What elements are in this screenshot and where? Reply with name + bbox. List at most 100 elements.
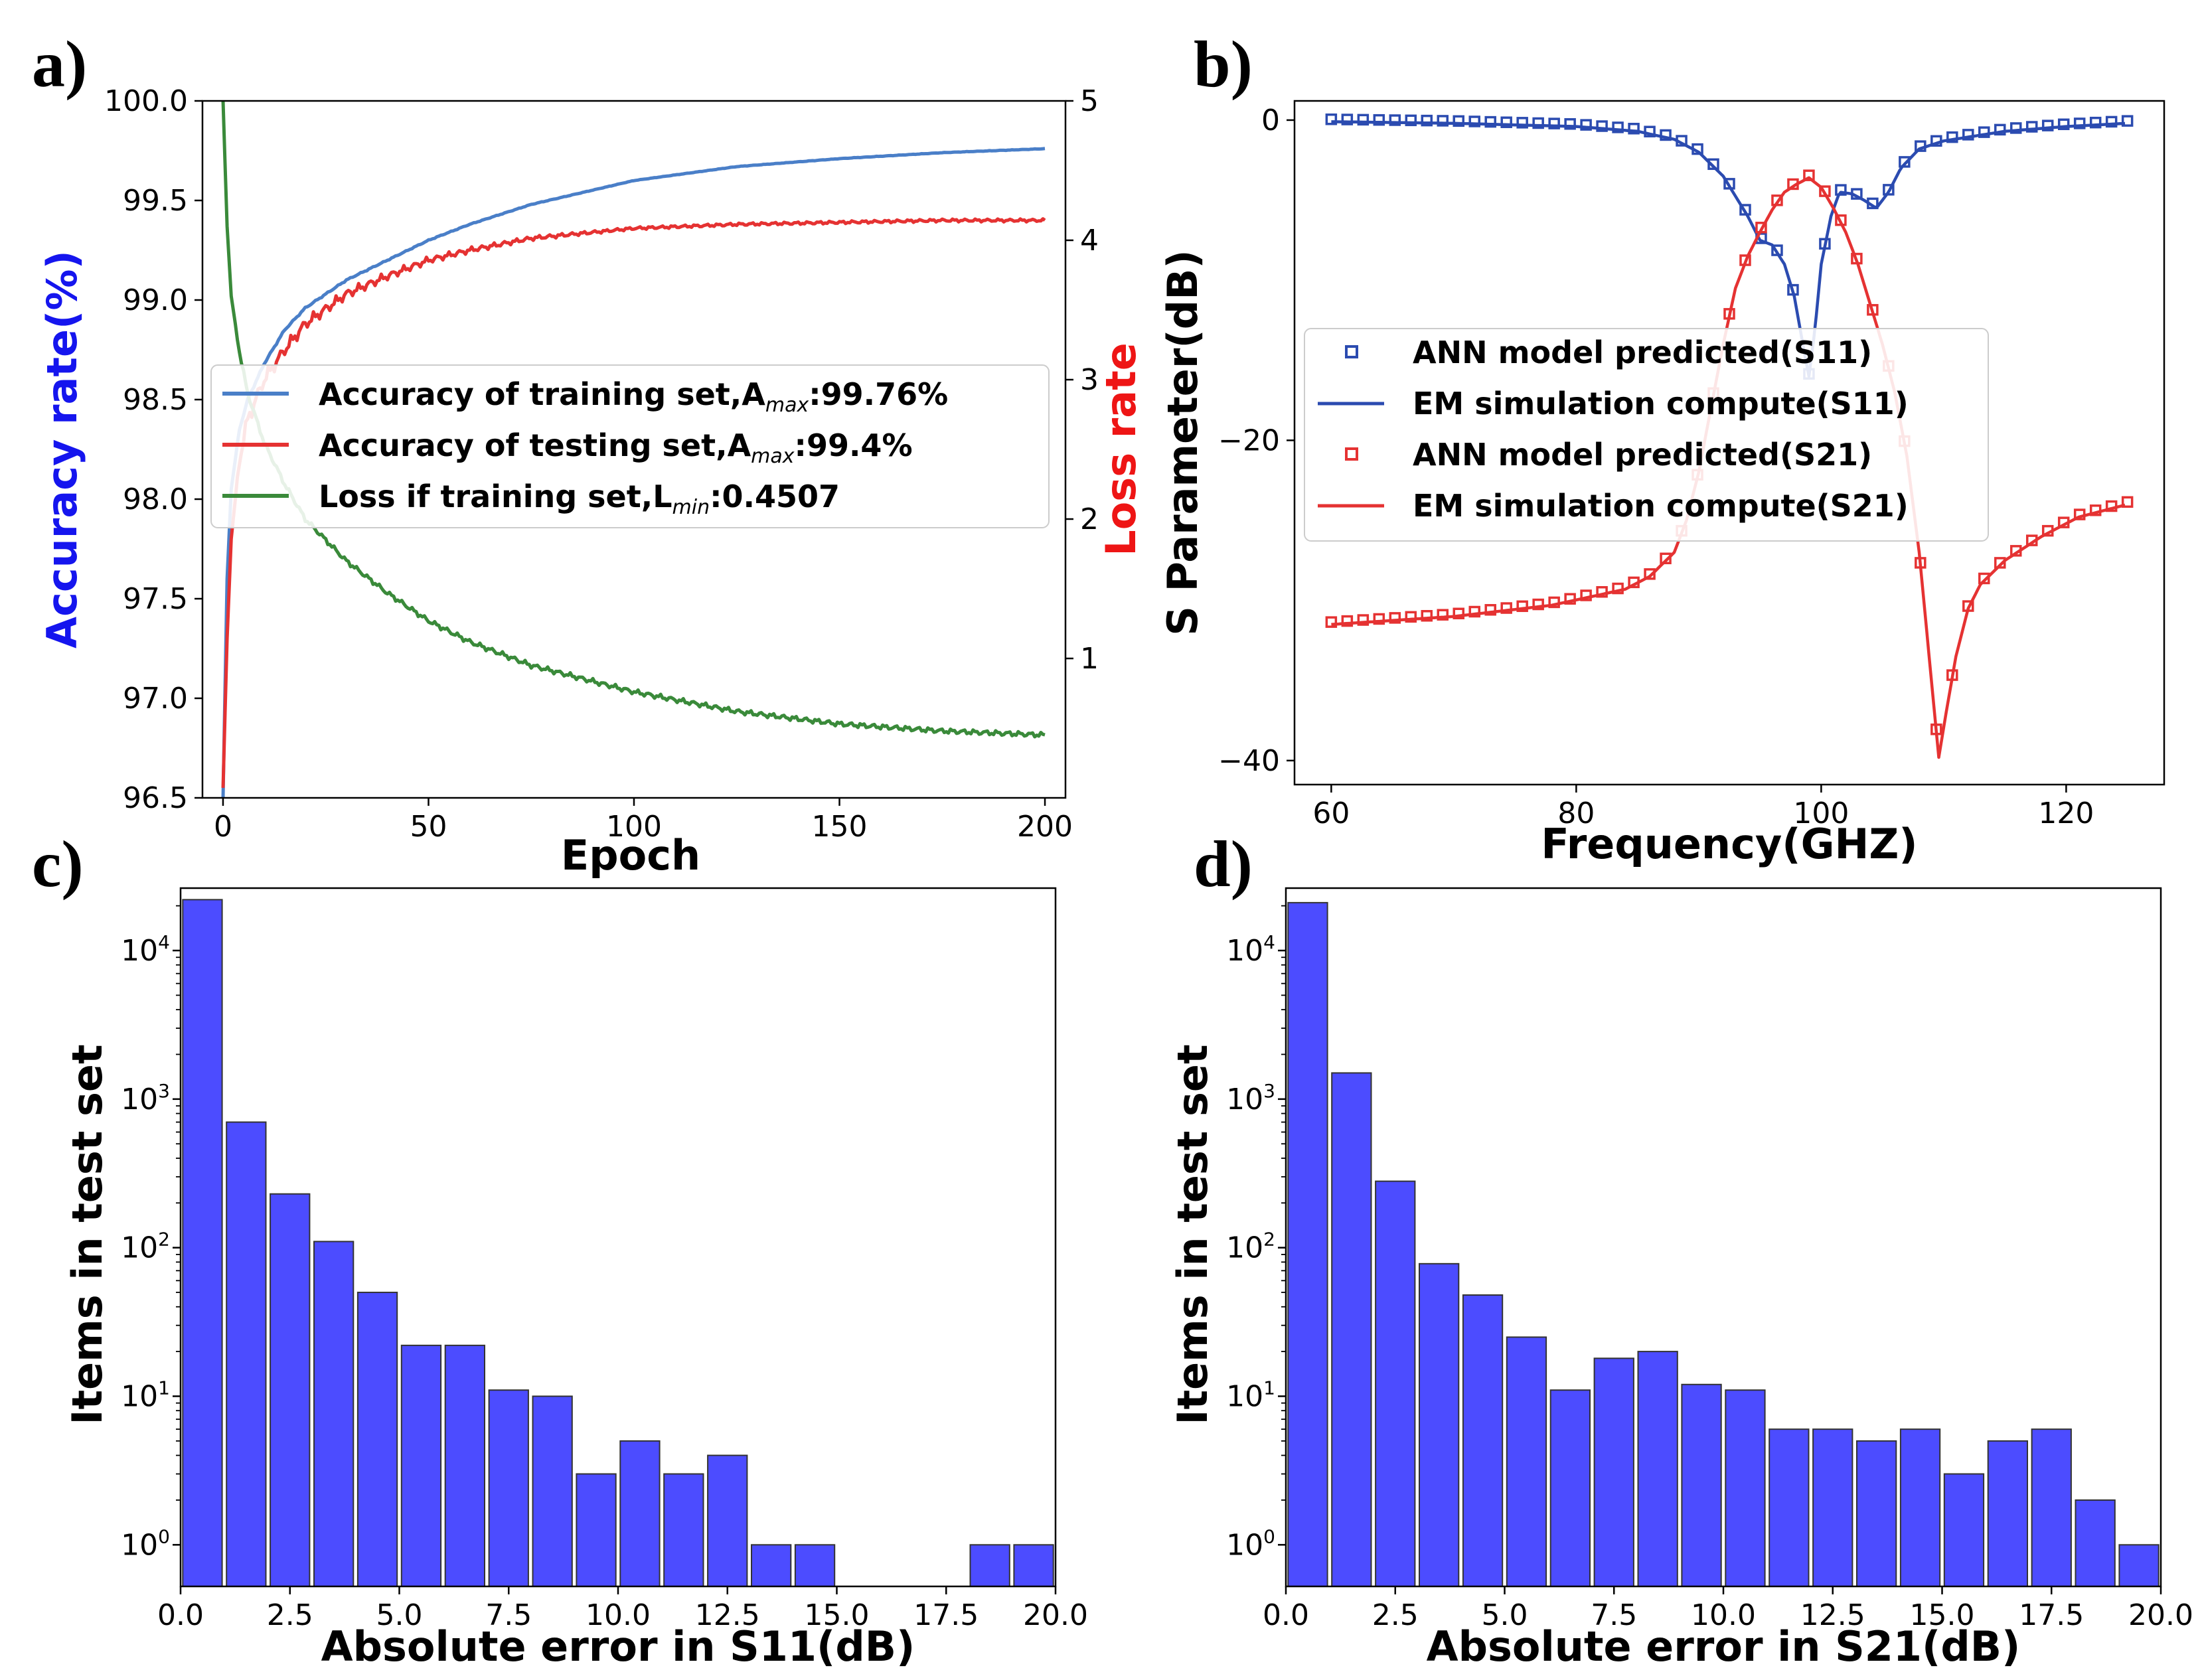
- histogram-bar: [707, 1454, 748, 1587]
- series-marker-0: [1596, 120, 1608, 132]
- legend-loss-value: :0.4507: [710, 479, 840, 514]
- series-marker-0: [2009, 122, 2022, 134]
- x-tick-label: 10.0: [586, 1598, 651, 1632]
- series-line-2: [221, 101, 1046, 739]
- series-marker-2: [1468, 605, 1480, 618]
- x-tick-label: 80: [1557, 797, 1595, 830]
- series-marker-0: [1691, 143, 1703, 155]
- series-marker-2: [1771, 194, 1783, 206]
- legend-testing-value: :99.4%: [795, 427, 913, 463]
- series-marker-0: [1341, 114, 1354, 125]
- y-tick-label: 100: [121, 1525, 170, 1562]
- series-marker-2: [1405, 611, 1417, 623]
- legend-training-sub: max: [765, 394, 809, 417]
- series-marker-2: [1723, 308, 1735, 320]
- series-marker-0: [2105, 115, 2118, 128]
- series-marker-0: [1405, 114, 1417, 127]
- legend-marker-ann-s21: [1345, 447, 1358, 461]
- panel-a-series: [221, 101, 1046, 798]
- y-tick-exponent: 1: [158, 1377, 170, 1399]
- histogram-bar: [400, 1344, 442, 1588]
- histogram-bar: [2075, 1499, 2116, 1588]
- series-marker-2: [1484, 604, 1496, 616]
- y-tick-exponent: 2: [158, 1229, 170, 1251]
- series-marker-0: [1516, 117, 1528, 129]
- series-marker-2: [1628, 576, 1640, 589]
- series-marker-0: [1707, 158, 1719, 171]
- x-tick-label: 17.5: [913, 1598, 979, 1632]
- y-tick-label: −40: [1218, 744, 1280, 778]
- panel-d-bars: [1287, 901, 2160, 1588]
- x-tick-label: 60: [1312, 797, 1350, 830]
- x-tick-label: 17.5: [2019, 1598, 2084, 1632]
- histogram-bar: [1418, 1262, 1460, 1588]
- series-marker-2: [1739, 254, 1751, 266]
- legend-testing-main: Accuracy of testing set,A: [319, 427, 751, 463]
- series-marker-0: [1421, 114, 1433, 127]
- panel-b-frame: [1293, 100, 2165, 786]
- series-marker-2: [1373, 613, 1385, 625]
- y-tick-label: 104: [121, 931, 170, 968]
- series-marker-2: [2009, 545, 2022, 557]
- legend-entry-training-loss: Loss if training set,Lmin:0.4507: [319, 479, 840, 519]
- series-marker-2: [1596, 585, 1608, 598]
- series-marker-2: [1357, 614, 1370, 626]
- x-tick-label: 12.5: [1800, 1598, 1865, 1632]
- y-tick-label: 97.5: [123, 582, 188, 616]
- series-marker-0: [2121, 115, 2134, 127]
- series-marker-0: [1500, 116, 1512, 128]
- x-tick-label: 2.5: [267, 1598, 313, 1632]
- series-marker-2: [1787, 178, 1799, 191]
- y-tick-base: 10: [1226, 934, 1263, 968]
- x-tick-label: 12.5: [695, 1598, 760, 1632]
- series-marker-0: [1660, 129, 1672, 141]
- series-marker-2: [1819, 185, 1831, 197]
- y-tick-exponent: 2: [1263, 1229, 1275, 1251]
- series-marker-0: [1962, 129, 1974, 141]
- series-marker-0: [1787, 283, 1799, 296]
- legend-marker-ann-s11: [1345, 345, 1358, 358]
- series-marker-0: [1899, 156, 1911, 168]
- y-tick-label: 101: [121, 1377, 170, 1413]
- x-tick-label: 5.0: [376, 1598, 423, 1632]
- panel-c-ylabel: Items in test set: [63, 1044, 112, 1424]
- x-tick-label: 20.0: [2128, 1598, 2193, 1632]
- panel-c-ticks: 0.0 2.5 5.0 7.5 10.0 12.5 15.0 17.5 20.010010110…: [121, 905, 1088, 1632]
- y-tick-base: 10: [1226, 1528, 1263, 1562]
- legend-entry-training-accuracy: Accuracy of training set,Amax:99.76%: [319, 376, 948, 417]
- series-marker-0: [1357, 114, 1370, 126]
- series-marker-0: [1978, 126, 1990, 138]
- x-tick-label: 15.0: [805, 1598, 870, 1632]
- series-line-1: [221, 217, 1046, 789]
- y-tick-label: 99.0: [123, 283, 188, 317]
- panel-d-xlabel: Absolute error in S21(dB): [1427, 1622, 2021, 1671]
- series-marker-2: [1453, 607, 1464, 620]
- series-marker-2: [1612, 582, 1624, 595]
- series-marker-2: [1500, 602, 1512, 614]
- series-marker-2: [1532, 598, 1544, 611]
- series-marker-0: [1994, 123, 2006, 136]
- series-marker-2: [1389, 612, 1401, 624]
- x-tick-label: 50: [410, 810, 447, 844]
- histogram-bar: [1899, 1428, 1941, 1588]
- legend-entry-ann-s21: ANN model predicted(S21): [1413, 437, 1872, 473]
- y-tick-label: 99.5: [123, 184, 188, 218]
- histogram-bar: [444, 1344, 486, 1588]
- x-tick-label: 0.0: [157, 1598, 204, 1632]
- series-marker-0: [1628, 123, 1640, 135]
- series-marker-2: [1580, 589, 1592, 601]
- series-marker-2: [1835, 214, 1847, 226]
- y-tick-base: 10: [1226, 1083, 1263, 1116]
- y2-tick-label: 3: [1080, 363, 1099, 397]
- histogram-bar: [182, 899, 223, 1587]
- y-tick-exponent: 0: [1263, 1525, 1275, 1547]
- histogram-bar: [1812, 1428, 1853, 1588]
- series-marker-0: [1468, 115, 1480, 127]
- y-tick-base: 10: [1226, 1379, 1263, 1413]
- legend-loss-sub: min: [672, 496, 710, 519]
- series-marker-2: [1994, 557, 2006, 569]
- histogram-bar: [1331, 1072, 1372, 1587]
- series-marker-2: [2073, 508, 2086, 520]
- series-marker-0: [1867, 197, 1879, 210]
